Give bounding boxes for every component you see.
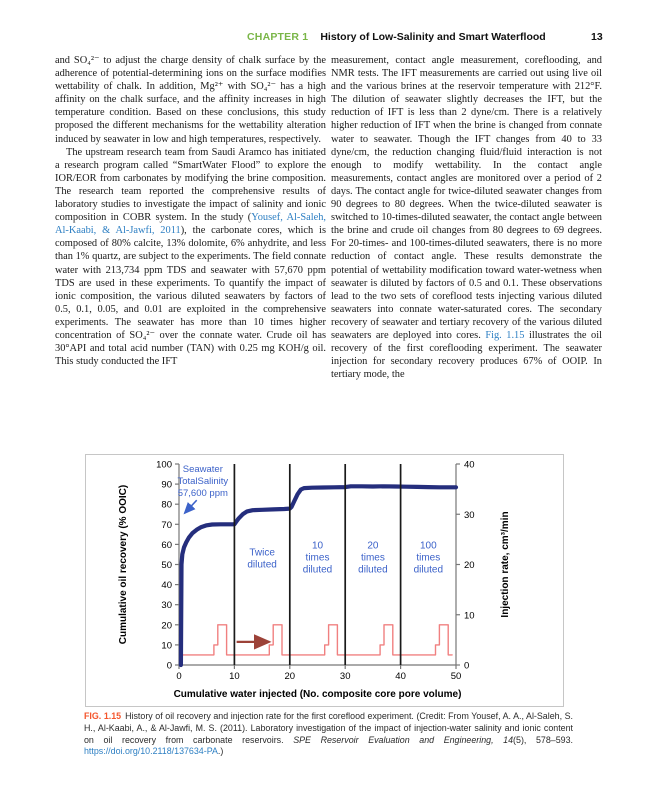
caption-text: .) <box>217 746 224 757</box>
svg-text:30: 30 <box>340 671 351 682</box>
paragraph-text: measurement, contact angle measurement, … <box>331 55 602 341</box>
svg-text:20: 20 <box>285 671 296 682</box>
paragraph-text: The upstream research team from Saudi Ar… <box>55 146 326 224</box>
svg-text:20: 20 <box>161 620 172 631</box>
figure-reference-link[interactable]: Fig. 1.15 <box>485 329 525 341</box>
svg-text:Cumulative water injected (No: Cumulative water injected (No. composite… <box>174 689 462 700</box>
svg-text:40: 40 <box>161 580 172 591</box>
body-paragraph: measurement, contact angle measurement, … <box>331 54 602 381</box>
svg-text:60: 60 <box>161 540 172 551</box>
running-header: CHAPTER 1 History of Low-Salinity and Sma… <box>247 31 546 43</box>
body-paragraph: and SO₄²⁻ to adjust the charge density o… <box>55 54 326 146</box>
paragraph-text: illustrates the oil recovery of the firs… <box>331 329 602 381</box>
svg-text:50: 50 <box>451 671 462 682</box>
svg-text:100: 100 <box>156 460 172 471</box>
page-number: 13 <box>591 31 603 43</box>
figure-caption: FIG. 1.15 History of oil recovery and inj… <box>84 711 573 758</box>
svg-text:20: 20 <box>464 560 475 571</box>
chapter-label: CHAPTER 1 <box>247 31 309 43</box>
svg-text:40: 40 <box>395 671 406 682</box>
svg-text:0: 0 <box>167 661 172 672</box>
svg-text:70: 70 <box>161 520 172 531</box>
svg-text:10: 10 <box>161 640 172 651</box>
chapter-title: History of Low-Salinity and Smart Waterf… <box>320 31 546 43</box>
paragraph-text: ), the carbonate cores, which is compose… <box>55 225 326 368</box>
svg-text:0: 0 <box>464 661 469 672</box>
svg-text:Injection rate, cm³/min: Injection rate, cm³/min <box>500 511 511 617</box>
svg-text:50: 50 <box>161 560 172 571</box>
caption-text: (5), 578–593. <box>513 734 574 745</box>
svg-text:80: 80 <box>161 500 172 511</box>
svg-text:90: 90 <box>161 480 172 491</box>
svg-text:40: 40 <box>464 460 475 471</box>
svg-text:0: 0 <box>176 671 181 682</box>
svg-text:Cumulative oil recovery (% OOI: Cumulative oil recovery (% OOIC) <box>118 485 129 645</box>
right-column: measurement, contact angle measurement, … <box>331 54 602 381</box>
caption-journal: SPE Reservoir Evaluation and Engineering… <box>293 734 514 745</box>
body-paragraph: The upstream research team from Saudi Ar… <box>55 146 326 369</box>
figure-1-15: 0 10 20 30 40 50 60 70 80 90 100 0 10 20 30 40 0 10 20 30 40… <box>85 454 564 707</box>
coreflood-chart: 0 10 20 30 40 50 60 70 80 90 100 0 10 20 30 40 0 10 20 30 40… <box>118 460 511 701</box>
citation-link[interactable]: Yousef, Al-Saleh, Al-Kaabi, & Al-Jawfi, … <box>55 212 327 237</box>
svg-text:30: 30 <box>464 510 475 521</box>
svg-text:10: 10 <box>229 671 240 682</box>
left-column: and SO₄²⁻ to adjust the charge density o… <box>55 54 326 368</box>
doi-link[interactable]: https://doi.org/10.2118/137634-PA <box>84 746 218 757</box>
paragraph-text: and SO₄²⁻ to adjust the charge density o… <box>55 55 326 145</box>
svg-text:10: 10 <box>464 610 475 621</box>
figure-caption-label: FIG. 1.15 <box>84 711 122 721</box>
svg-text:30: 30 <box>161 600 172 611</box>
caption-text: History of oil recovery and injection ra… <box>84 711 573 745</box>
